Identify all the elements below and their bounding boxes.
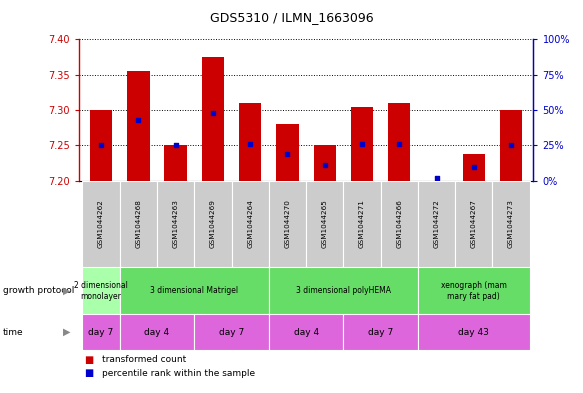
Text: 3 dimensional Matrigel: 3 dimensional Matrigel bbox=[150, 286, 238, 295]
Text: GSM1044267: GSM1044267 bbox=[471, 200, 477, 248]
Text: day 7: day 7 bbox=[368, 328, 394, 336]
Bar bbox=[351, 107, 373, 181]
Bar bbox=[269, 314, 343, 350]
Bar bbox=[82, 314, 120, 350]
Bar bbox=[164, 145, 187, 181]
Text: day 7: day 7 bbox=[89, 328, 114, 336]
Text: GSM1044269: GSM1044269 bbox=[210, 200, 216, 248]
Bar bbox=[231, 181, 269, 267]
Point bbox=[357, 141, 367, 147]
Bar bbox=[463, 154, 485, 181]
Bar bbox=[276, 124, 298, 181]
Bar bbox=[202, 57, 224, 181]
Bar bbox=[157, 181, 194, 267]
Text: GSM1044262: GSM1044262 bbox=[98, 200, 104, 248]
Point bbox=[432, 175, 441, 181]
Text: ■: ■ bbox=[85, 354, 94, 365]
Bar bbox=[418, 267, 530, 314]
Bar bbox=[493, 181, 530, 267]
Bar bbox=[120, 267, 269, 314]
Point bbox=[507, 142, 516, 149]
Text: GSM1044265: GSM1044265 bbox=[322, 200, 328, 248]
Text: GSM1044266: GSM1044266 bbox=[396, 200, 402, 248]
Text: GSM1044270: GSM1044270 bbox=[285, 200, 290, 248]
Text: GSM1044268: GSM1044268 bbox=[135, 200, 141, 248]
Text: day 4: day 4 bbox=[145, 328, 170, 336]
Bar bbox=[269, 181, 306, 267]
Text: ▶: ▶ bbox=[64, 286, 71, 296]
Bar bbox=[127, 71, 149, 181]
Bar bbox=[388, 103, 410, 181]
Bar bbox=[418, 314, 530, 350]
Bar bbox=[455, 181, 493, 267]
Text: ■: ■ bbox=[85, 368, 94, 378]
Point bbox=[245, 141, 255, 147]
Text: 3 dimensional polyHEMA: 3 dimensional polyHEMA bbox=[296, 286, 391, 295]
Bar bbox=[82, 181, 120, 267]
Point bbox=[134, 117, 143, 123]
Text: GSM1044271: GSM1044271 bbox=[359, 200, 365, 248]
Point bbox=[395, 141, 404, 147]
Bar bbox=[120, 314, 194, 350]
Point bbox=[208, 110, 217, 116]
Text: growth protocol: growth protocol bbox=[3, 286, 74, 295]
Text: day 43: day 43 bbox=[458, 328, 489, 336]
Bar bbox=[306, 181, 343, 267]
Point bbox=[469, 163, 479, 170]
Text: 2 dimensional
monolayer: 2 dimensional monolayer bbox=[74, 281, 128, 301]
Text: GSM1044263: GSM1044263 bbox=[173, 200, 178, 248]
Text: ▶: ▶ bbox=[64, 327, 71, 337]
Text: percentile rank within the sample: percentile rank within the sample bbox=[102, 369, 255, 378]
Bar bbox=[239, 103, 261, 181]
Text: xenograph (mam
mary fat pad): xenograph (mam mary fat pad) bbox=[441, 281, 507, 301]
Bar bbox=[314, 145, 336, 181]
Point bbox=[96, 142, 106, 149]
Text: GSM1044264: GSM1044264 bbox=[247, 200, 253, 248]
Bar bbox=[343, 314, 418, 350]
Point bbox=[171, 142, 180, 149]
Point bbox=[283, 151, 292, 157]
Text: day 7: day 7 bbox=[219, 328, 244, 336]
Bar bbox=[82, 267, 120, 314]
Text: GSM1044273: GSM1044273 bbox=[508, 200, 514, 248]
Text: day 4: day 4 bbox=[293, 328, 319, 336]
Bar bbox=[343, 181, 381, 267]
Bar bbox=[194, 181, 231, 267]
Text: GSM1044272: GSM1044272 bbox=[434, 200, 440, 248]
Bar bbox=[269, 267, 418, 314]
Text: GDS5310 / ILMN_1663096: GDS5310 / ILMN_1663096 bbox=[210, 11, 373, 24]
Bar bbox=[418, 181, 455, 267]
Bar bbox=[120, 181, 157, 267]
Bar bbox=[381, 181, 418, 267]
Text: transformed count: transformed count bbox=[102, 355, 187, 364]
Bar bbox=[90, 110, 113, 181]
Text: time: time bbox=[3, 328, 23, 336]
Point bbox=[320, 162, 329, 168]
Bar bbox=[500, 110, 522, 181]
Bar bbox=[194, 314, 269, 350]
